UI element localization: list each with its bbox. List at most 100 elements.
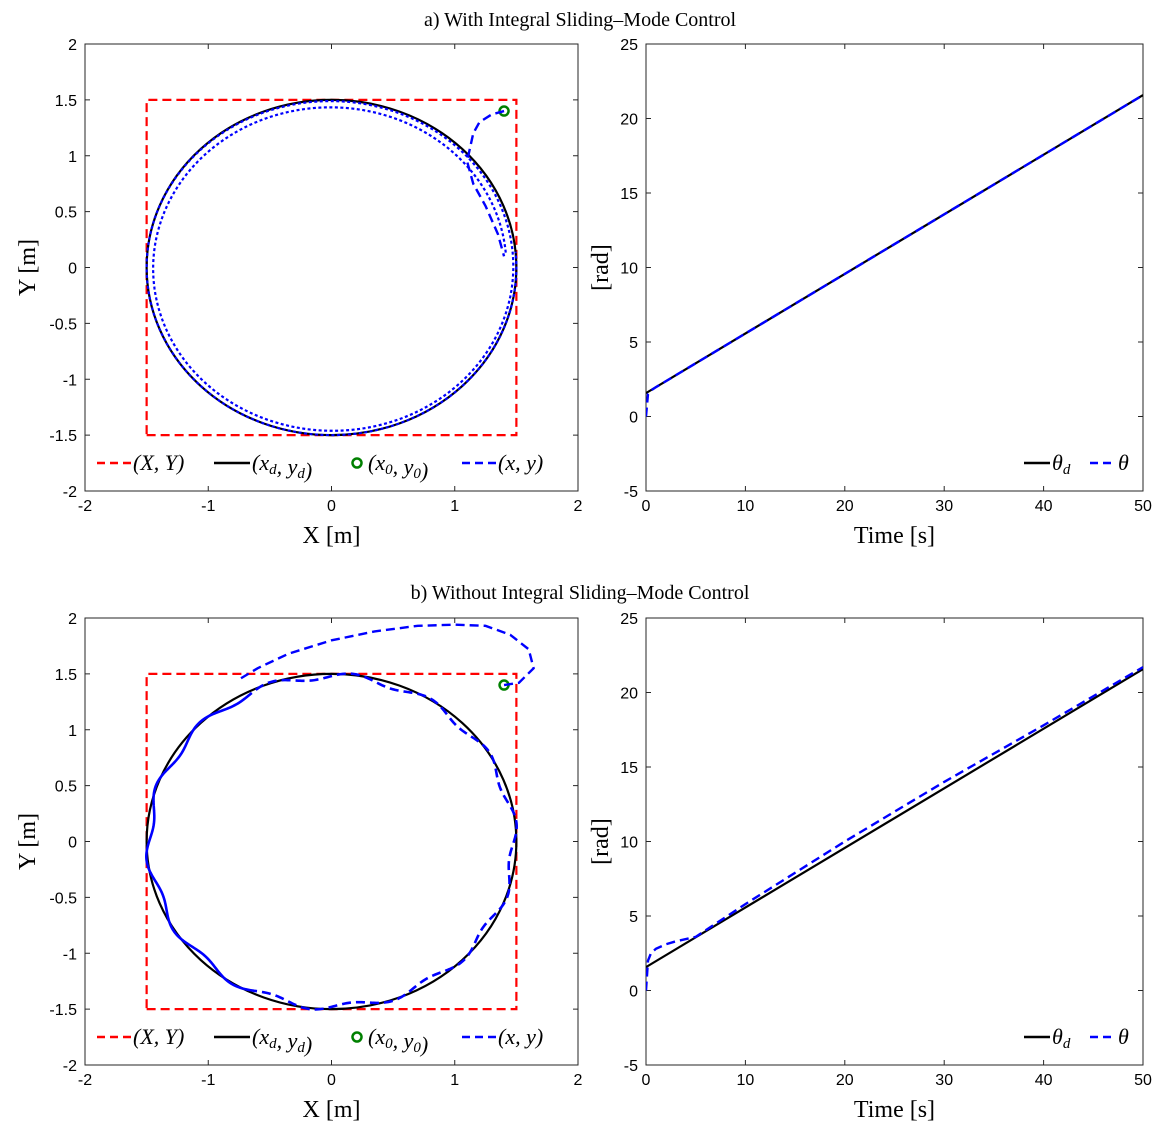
legend--x-0-y-0--swatch — [351, 1031, 363, 1043]
series-theta — [646, 94, 1143, 417]
y-tick-label: 5 — [629, 909, 638, 926]
series--x-y--loop — [145, 99, 518, 437]
y-tick-label: 5 — [629, 335, 638, 352]
trajectory-plot-a: -2 -1 0 1 2 -2 -1.5 -1 -0.5 0 0.5 1 1.5 2 X [m] Y [m] (X… — [15, 37, 583, 549]
axes-box — [645, 617, 1144, 1066]
x-tick-label: -2 — [78, 1072, 92, 1089]
x-tick-label: 1 — [450, 498, 459, 515]
y-tick-label: 1.5 — [55, 667, 77, 684]
x-tick-label: 40 — [1035, 1072, 1053, 1089]
y-tick-label: 15 — [620, 760, 638, 777]
x-tick-label: 10 — [737, 498, 755, 515]
x-axis-label: X [m] — [303, 1097, 361, 1123]
y-tick-label: 20 — [620, 112, 638, 129]
y-tick-label: -1 — [63, 372, 77, 389]
series--x-d-y-d- — [145, 672, 518, 1011]
plot-area — [646, 666, 1143, 991]
x-tick-label: 30 — [935, 1072, 953, 1089]
y-tick-label: 2 — [68, 611, 77, 628]
y-tick-label: -5 — [624, 1058, 638, 1075]
x-tick-label: 0 — [327, 1072, 336, 1089]
y-axis-label: [rad] — [588, 244, 614, 291]
y-tick-label: 2 — [68, 37, 77, 54]
x-axis-label: Time [s] — [854, 523, 935, 549]
x-tick-label: 10 — [737, 1072, 755, 1089]
y-tick-label: 0.5 — [55, 779, 77, 796]
y-tick-label: 25 — [620, 611, 638, 628]
x-tick-label: 0 — [642, 498, 651, 515]
series--x-y- — [145, 672, 518, 1011]
y-tick-label: 1 — [68, 723, 77, 740]
x-tick-label: 0 — [327, 498, 336, 515]
y-axis-label: Y [m] — [15, 813, 41, 870]
y-axis-label: [rad] — [588, 818, 614, 865]
y-tick-label: 0 — [68, 261, 77, 278]
x-tick-label: 1 — [450, 1072, 459, 1089]
x-tick-label: 40 — [1035, 498, 1053, 515]
legend--x-0-y-0--label: (x0, y0) — [368, 1024, 428, 1057]
plot-area — [646, 94, 1143, 417]
x-tick-label: 2 — [574, 1072, 583, 1089]
legend--x-0-y-0--label: (x0, y0) — [368, 450, 428, 483]
x-tick-label: 2 — [574, 498, 583, 515]
y-tick-label: 10 — [620, 261, 638, 278]
y-tick-label: 1.5 — [55, 93, 77, 110]
y-tick-label: -5 — [624, 484, 638, 501]
panel-a-title: a) With Integral Sliding–Mode Control — [424, 9, 737, 31]
trajectory-plot-b: -2 -1 0 1 2 -2 -1.5 -1 -0.5 0 0.5 1 1.5 2 X [m] Y [m] (X… — [15, 611, 583, 1123]
x-tick-label: 20 — [836, 498, 854, 515]
legend--x-y--label: (X, Y) — [133, 450, 184, 475]
y-tick-label: -0.5 — [49, 890, 77, 907]
series--x-y- — [145, 98, 518, 437]
series--x-y--loop — [145, 672, 518, 1011]
plot-area — [145, 623, 535, 1011]
legend--x-d-y-d--label: (xd, yd) — [252, 450, 312, 483]
y-tick-label: 25 — [620, 37, 638, 54]
y-tick-label: 0 — [629, 410, 638, 427]
x-tick-label: 30 — [935, 498, 953, 515]
y-tick-label: 1 — [68, 149, 77, 166]
y-tick-label: 20 — [620, 686, 638, 703]
y-tick-label: 15 — [620, 186, 638, 203]
y-tick-label: -1.5 — [49, 428, 77, 445]
x-tick-label: 50 — [1134, 1072, 1152, 1089]
y-tick-label: -2 — [63, 1058, 77, 1075]
series--x-y- — [238, 623, 535, 687]
legend-theta-d-label: θd — [1052, 450, 1071, 478]
y-tick-label: -2 — [63, 484, 77, 501]
series--x-y- — [465, 109, 506, 257]
plot-area — [145, 98, 518, 437]
y-tick-label: -1.5 — [49, 1002, 77, 1019]
y-tick-label: 0.5 — [55, 205, 77, 222]
x-axis-label: Time [s] — [854, 1097, 935, 1123]
series-theta — [646, 666, 1143, 991]
y-tick-label: 0 — [68, 835, 77, 852]
legend-theta-label: θ — [1118, 1024, 1129, 1049]
legend--x-y--label: (x, y) — [498, 450, 543, 475]
x-tick-label: 0 — [642, 1072, 651, 1089]
legend-theta-label: θ — [1118, 450, 1129, 475]
legend-theta-d-label: θd — [1052, 1024, 1071, 1052]
x-tick-label: 50 — [1134, 498, 1152, 515]
x-tick-label: -1 — [201, 498, 215, 515]
legend--x-y--label: (X, Y) — [133, 1024, 184, 1049]
y-tick-label: 10 — [620, 835, 638, 852]
legend--x-y--label: (x, y) — [498, 1024, 543, 1049]
legend--x-0-y-0--swatch — [351, 457, 363, 469]
y-tick-label: 0 — [629, 984, 638, 1001]
series-theta-d — [646, 668, 1143, 969]
panel-b-title: b) Without Integral Sliding–Mode Control — [411, 582, 750, 604]
x-tick-label: 20 — [836, 1072, 854, 1089]
legend--x-d-y-d--label: (xd, yd) — [252, 1024, 312, 1057]
x-tick-label: -2 — [78, 498, 92, 515]
y-axis-label: Y [m] — [15, 239, 41, 296]
series--x-d-y-d- — [145, 98, 518, 437]
axes-box — [645, 43, 1144, 492]
x-axis-label: X [m] — [303, 523, 361, 549]
y-tick-label: -0.5 — [49, 316, 77, 333]
y-tick-label: -1 — [63, 946, 77, 963]
x-tick-label: -1 — [201, 1072, 215, 1089]
